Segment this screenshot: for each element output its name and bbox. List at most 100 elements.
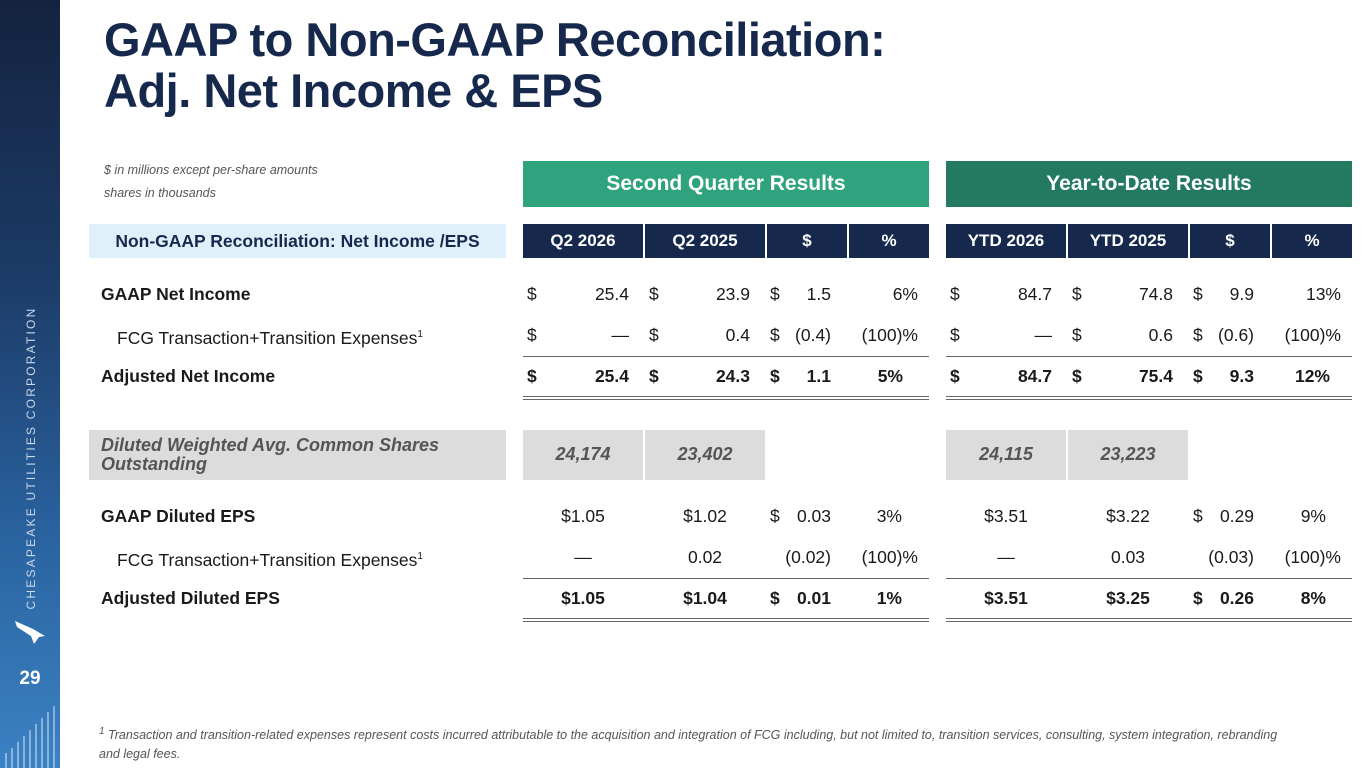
total-double-rule: [946, 396, 1352, 400]
value-ytd-2026: $3.51: [984, 506, 1028, 526]
row-label: Adjusted Net Income: [101, 366, 276, 386]
value-q-pct-change: 5%: [877, 366, 903, 386]
value-q-dollar-change: 0.01: [796, 588, 831, 608]
currency-symbol: $: [950, 366, 960, 386]
value-q-dollar-change: (0.02): [785, 547, 831, 567]
currency-symbol: $: [1193, 325, 1203, 345]
shares-cell-q2-2025: 23,402: [645, 430, 765, 480]
page-number: 29: [19, 668, 41, 689]
value-ytd-2026: —: [997, 547, 1015, 567]
value-ytd-2026: 84.7: [1017, 366, 1052, 386]
subtotal-rule: [523, 578, 929, 579]
value-ytd-2025: 0.6: [1148, 325, 1173, 345]
row-label: Diluted Weighted Avg. Common Shares Outs…: [101, 435, 440, 474]
value-q2-2026: 25.4: [594, 366, 629, 386]
value-q-dollar-change: (0.4): [795, 325, 831, 345]
value-ytd-2025: 23,223: [1100, 444, 1156, 464]
value-ytd-pct-change: (100)%: [1284, 325, 1341, 345]
value-ytd-dollar-change: 9.3: [1229, 366, 1254, 386]
value-q2-2026: —: [574, 547, 592, 567]
currency-symbol: $: [527, 366, 537, 386]
sidebar: CHESAPEAKE UTILITIES CORPORATION 29: [0, 0, 60, 768]
currency-symbol: $: [649, 366, 659, 386]
row-label: FCG Transaction+Transition Expenses1: [117, 327, 423, 348]
currency-symbol: $: [1193, 366, 1203, 386]
value-ytd-pct-change: 8%: [1300, 588, 1326, 608]
currency-symbol: $: [1072, 366, 1082, 386]
col-header-q-pct-change: %: [849, 224, 929, 258]
footnote-marker: 1: [417, 329, 423, 340]
value-q2-2026: 24,174: [555, 444, 611, 464]
units-note: $ in millions except per-share amounts: [104, 163, 318, 177]
currency-symbol: $: [770, 366, 780, 386]
decorative-stripes: [5, 706, 55, 768]
currency-symbol: $: [649, 325, 659, 345]
footnote-marker: 1: [417, 551, 423, 562]
shares-note: shares in thousands: [104, 186, 216, 200]
value-q2-2025: $1.04: [683, 588, 727, 608]
value-ytd-dollar-change: 9.9: [1229, 284, 1254, 304]
value-ytd-2025: 75.4: [1138, 366, 1173, 386]
value-ytd-dollar-change: (0.03): [1208, 547, 1254, 567]
col-header-ytd-2025: YTD 2025: [1068, 224, 1188, 258]
title-line-1: GAAP to Non-GAAP Reconciliation:: [104, 13, 886, 66]
shares-label-cell: Diluted Weighted Avg. Common Shares Outs…: [89, 430, 506, 480]
subtotal-rule: [946, 578, 1352, 579]
total-double-rule: [946, 618, 1352, 622]
row-label: GAAP Diluted EPS: [101, 506, 256, 526]
footnote-marker: 1: [99, 726, 105, 737]
value-ytd-pct-change: 12%: [1294, 366, 1330, 386]
value-q-pct-change: 6%: [892, 284, 918, 304]
currency-symbol: $: [950, 284, 960, 304]
total-double-rule: [523, 396, 929, 400]
group-header-year-to-date: Year-to-Date Results: [946, 161, 1352, 207]
currency-symbol: $: [770, 284, 780, 304]
page-title: GAAP to Non-GAAP Reconciliation: Adj. Ne…: [104, 13, 886, 117]
row-label: FCG Transaction+Transition Expenses1: [117, 549, 423, 570]
col-header-q2-2026: Q2 2026: [523, 224, 643, 258]
value-ytd-pct-change: 9%: [1300, 506, 1326, 526]
value-q-dollar-change: 0.03: [796, 506, 831, 526]
currency-symbol: $: [770, 588, 780, 608]
currency-symbol: $: [1193, 284, 1203, 304]
value-ytd-2026: —: [1034, 325, 1053, 345]
value-ytd-2025: 74.8: [1138, 284, 1173, 304]
value-q2-2026: $1.05: [561, 506, 605, 526]
subtotal-rule: [523, 356, 929, 357]
value-q-dollar-change: 1.5: [806, 284, 831, 304]
currency-symbol: $: [527, 284, 537, 304]
row-label: GAAP Net Income: [101, 284, 251, 304]
value-q2-2025: 24.3: [715, 366, 750, 386]
value-q2-2025: $1.02: [683, 506, 727, 526]
value-ytd-pct-change: 13%: [1305, 284, 1341, 304]
value-ytd-dollar-change: 0.26: [1219, 588, 1254, 608]
total-double-rule: [523, 618, 929, 622]
value-q2-2026: —: [611, 325, 630, 345]
company-name: CHESAPEAKE UTILITIES CORPORATION: [24, 306, 38, 610]
currency-symbol: $: [1072, 284, 1082, 304]
value-ytd-dollar-change: (0.6): [1218, 325, 1254, 345]
value-q2-2025: 0.02: [687, 547, 723, 567]
col-header-ytd-2026: YTD 2026: [946, 224, 1066, 258]
value-ytd-2025: 0.03: [1110, 547, 1146, 567]
value-q-pct-change: (100)%: [861, 325, 918, 345]
shares-cell-ytd-2026: 24,115: [946, 430, 1066, 480]
currency-symbol: $: [1072, 325, 1082, 345]
value-ytd-2025: $3.22: [1106, 506, 1150, 526]
currency-symbol: $: [770, 325, 780, 345]
row-header: Non-GAAP Reconciliation: Net Income /EPS: [89, 224, 506, 258]
footnote-text: Transaction and transition-related expen…: [99, 728, 1278, 762]
col-header-ytd-dollar-change: $: [1190, 224, 1270, 258]
title-line-2: Adj. Net Income & EPS: [104, 64, 603, 117]
value-q2-2025: 0.4: [725, 325, 750, 345]
footnote: 1 Transaction and transition-related exp…: [99, 722, 1279, 764]
currency-symbol: $: [649, 284, 659, 304]
value-q2-2026: $1.05: [561, 588, 605, 608]
value-q-pct-change: (100)%: [861, 547, 918, 567]
bird-logo-icon: [15, 621, 45, 644]
value-ytd-pct-change: (100)%: [1284, 547, 1341, 567]
value-ytd-2026: $3.51: [984, 588, 1028, 608]
value-q-pct-change: 1%: [876, 588, 902, 608]
value-ytd-2026: 84.7: [1017, 284, 1052, 304]
value-q2-2025: 23.9: [715, 284, 750, 304]
